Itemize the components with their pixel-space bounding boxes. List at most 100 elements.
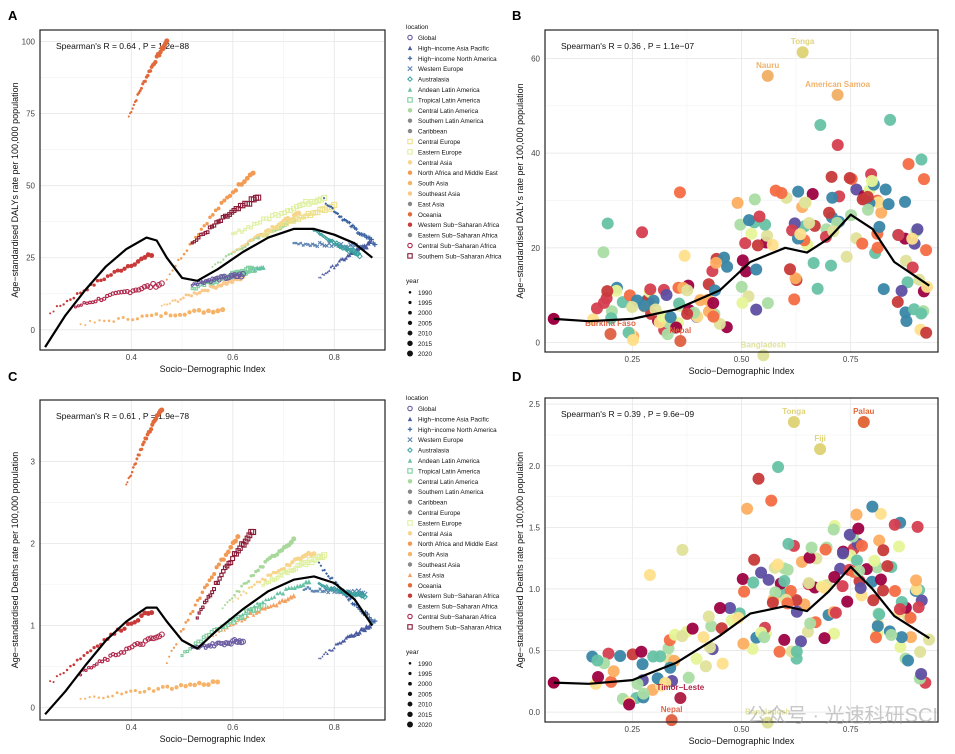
series-point: [320, 242, 325, 247]
legend-size-key: [407, 330, 413, 336]
legend-label: South Asia: [418, 181, 449, 188]
series-point: [274, 570, 278, 575]
series-point: [296, 242, 300, 246]
country-point: [660, 289, 673, 302]
country-point: [868, 554, 881, 567]
panel-C: C 0.4 0.6 0.8 0 1 2 3 Socio−Demographic Index Age…: [8, 369, 502, 744]
country-point: [819, 543, 832, 556]
legend-size-key: [408, 662, 412, 665]
series-point: [251, 573, 256, 578]
series-point: [302, 588, 306, 592]
x-axis-title: Socio−Demographic Index: [160, 364, 266, 374]
series-point: [285, 596, 291, 602]
legend-key: [407, 562, 413, 567]
country-point: [888, 585, 901, 598]
y-tick-label: 1.5: [529, 523, 541, 532]
series-point: [263, 578, 267, 582]
legend-size-key: [408, 291, 412, 294]
y-tick-label: 40: [531, 149, 540, 158]
country-point: [882, 198, 895, 211]
series-point: [140, 641, 146, 647]
series-point: [261, 234, 265, 238]
series-point: [318, 561, 321, 564]
series-point: [106, 695, 110, 699]
series-point: [246, 532, 253, 539]
series-point: [49, 680, 52, 683]
series-point: [156, 687, 161, 691]
series-point: [212, 634, 215, 638]
series-point: [119, 628, 124, 633]
series-point: [230, 597, 234, 600]
series-point: [216, 562, 222, 567]
legend-key: [407, 572, 413, 578]
series-point: [226, 601, 229, 604]
series-point: [180, 654, 184, 658]
series-point: [230, 252, 233, 256]
series-point: [319, 657, 322, 660]
spearman-annotation: Spearman's R = 0.61 , P = 1.9e−78: [56, 411, 189, 421]
series-point: [255, 601, 259, 605]
legend: location Global High−income Asia Pacific Hi…: [406, 395, 502, 729]
country-point: [758, 631, 771, 644]
series-point: [117, 317, 120, 320]
series-point: [96, 296, 101, 301]
series-point: [231, 250, 234, 253]
series-point: [205, 230, 210, 235]
series-point: [116, 290, 121, 295]
country-point: [699, 660, 712, 673]
series-point: [171, 269, 174, 272]
legend-label: Central Latin America: [418, 479, 479, 486]
series-point: [126, 317, 130, 321]
series-point: [247, 586, 251, 590]
series-point: [165, 684, 170, 689]
labelled-country-point: [665, 714, 678, 727]
series-point: [49, 312, 52, 315]
series-point: [280, 591, 286, 596]
y-tick-label: 2.5: [529, 400, 541, 409]
series-point: [227, 253, 231, 256]
series-point: [310, 242, 315, 246]
series-point: [182, 627, 185, 631]
series-point: [239, 638, 246, 645]
series-point: [324, 202, 327, 205]
series-point: [118, 650, 124, 655]
series-point: [258, 602, 262, 606]
country-point: [752, 472, 765, 485]
country-point: [637, 687, 650, 700]
series-point: [170, 649, 173, 652]
series-point: [246, 240, 250, 243]
country-point: [736, 296, 749, 309]
series-point: [79, 673, 83, 677]
legend-label: Caribbean: [418, 129, 448, 136]
series-point: [154, 312, 159, 316]
series-south-asia: [79, 307, 226, 327]
series-point: [159, 407, 165, 413]
country-point: [826, 191, 839, 204]
series-point: [252, 604, 256, 608]
legend-label: Central Sub−Saharan Africa: [418, 614, 497, 621]
series-point: [115, 268, 120, 273]
series-point: [339, 215, 343, 219]
country-point: [587, 313, 600, 326]
series-point: [260, 264, 266, 270]
series-point: [247, 579, 251, 583]
series-point: [361, 593, 368, 600]
country-point: [743, 214, 756, 227]
series-point: [239, 593, 243, 597]
series-point: [158, 49, 163, 55]
series-southern-sub-saharan-africa: [195, 528, 257, 620]
series-central-sub-saharan-africa: [79, 631, 165, 677]
labelled-country-point: [604, 327, 617, 340]
series-point: [355, 590, 362, 597]
country-point: [917, 173, 930, 186]
series-central-latin-america: [221, 536, 297, 610]
country-point: [827, 523, 840, 536]
legend-size-key: [407, 320, 413, 326]
series-point: [203, 288, 207, 293]
series-point: [79, 657, 83, 661]
legend-label: Southern Latin America: [418, 118, 484, 125]
legend-key: [407, 253, 413, 259]
series-point: [319, 276, 322, 279]
country-point: [681, 307, 694, 320]
series-oceania: [125, 407, 165, 486]
